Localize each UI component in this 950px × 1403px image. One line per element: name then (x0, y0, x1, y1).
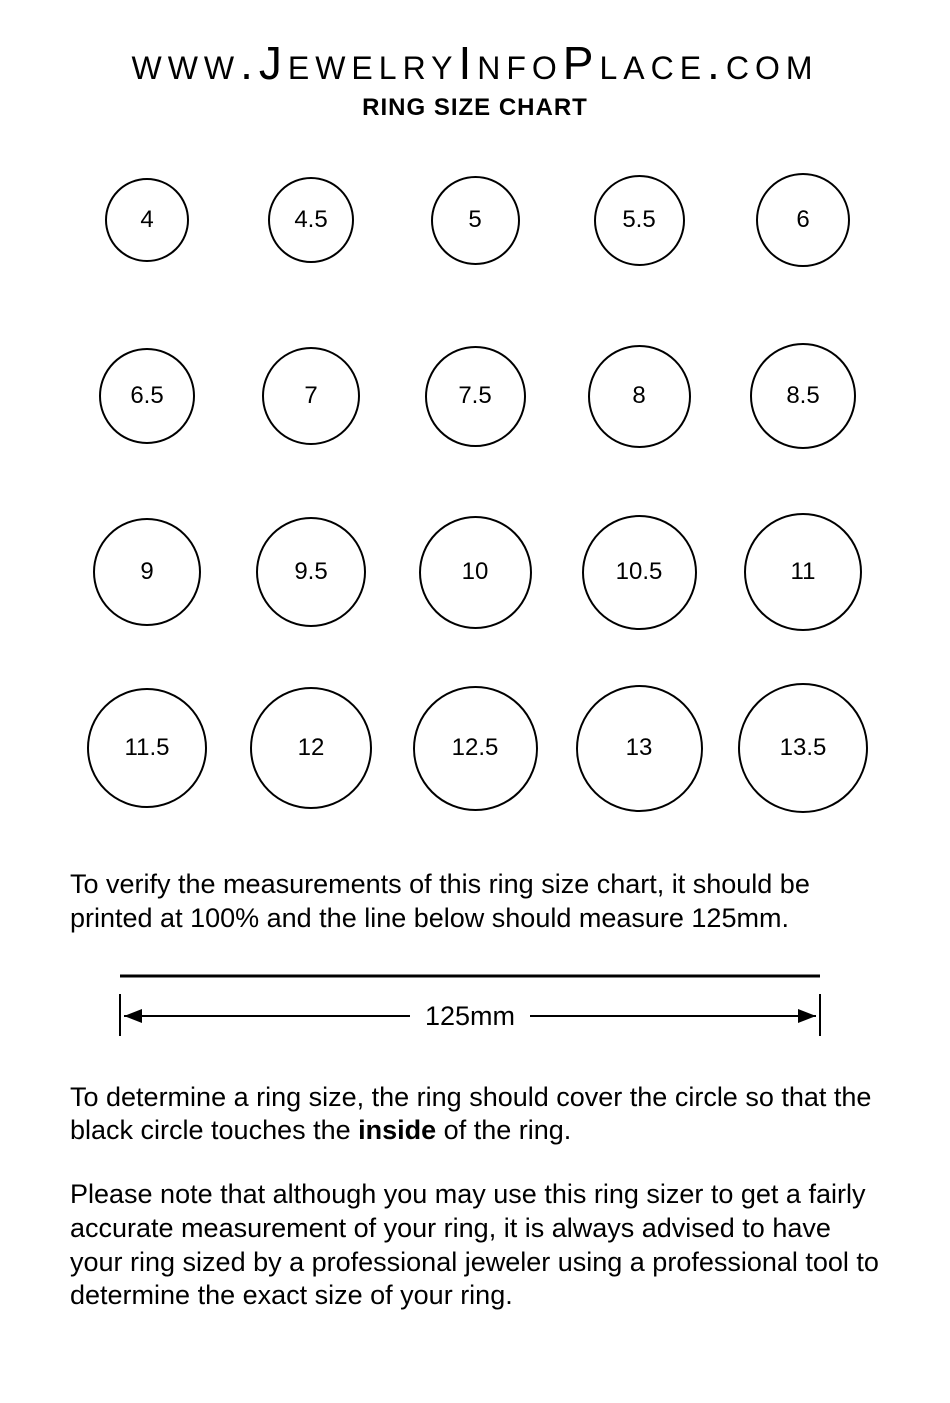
ring-cell: 10 (405, 502, 545, 642)
ring-cell: 11 (733, 502, 873, 642)
ring-cell: 8 (569, 326, 709, 466)
ring-circle: 4.5 (268, 177, 354, 263)
ring-size-label: 4.5 (294, 206, 327, 234)
ring-size-grid: 4 4.5 5 5.5 6 6.5 7 7.5 8 8.5 9 9.5 10 10.5 11 11.5 12 12… (70, 150, 880, 818)
note-text: Please note that although you may use th… (70, 1178, 880, 1313)
ring-circle: 5 (431, 176, 520, 265)
ring-size-label: 8.5 (786, 382, 819, 410)
ring-size-label: 6.5 (130, 382, 163, 410)
ring-size-label: 13 (626, 734, 653, 762)
ring-circle: 9.5 (256, 517, 366, 627)
ring-circle: 4 (105, 178, 189, 262)
page: www.JewelryInfoPlace.com RING SIZE CHART… (0, 0, 950, 1403)
ring-cell: 4.5 (241, 150, 381, 290)
ring-cell: 9.5 (241, 502, 381, 642)
determine-post: of the ring. (436, 1115, 571, 1145)
ring-size-label: 9.5 (294, 558, 327, 586)
ring-cell: 9 (77, 502, 217, 642)
chart-title: RING SIZE CHART (60, 94, 890, 122)
ring-circle: 7.5 (425, 346, 526, 447)
ring-circle: 11 (744, 513, 862, 631)
ring-circle: 13 (576, 685, 703, 812)
ring-circle: 12 (250, 687, 372, 809)
ring-size-label: 5 (468, 206, 481, 234)
ruler-label: 125mm (425, 1001, 515, 1031)
ring-circle: 10 (419, 516, 532, 629)
ring-size-label: 12.5 (452, 734, 499, 762)
ring-cell: 6.5 (77, 326, 217, 466)
ruler-svg: 125mm (100, 966, 840, 1046)
determine-bold: inside (358, 1115, 436, 1145)
ring-cell: 5.5 (569, 150, 709, 290)
verify-text: To verify the measurements of this ring … (70, 868, 880, 936)
ring-size-label: 6 (796, 206, 809, 234)
ring-circle: 5.5 (594, 175, 685, 266)
ring-cell: 13.5 (733, 678, 873, 818)
ring-size-label: 9 (140, 558, 153, 586)
ring-size-label: 7 (304, 382, 317, 410)
calibration-ruler: 125mm (100, 966, 850, 1051)
ring-size-label: 12 (298, 734, 325, 762)
ring-cell: 4 (77, 150, 217, 290)
ring-cell: 10.5 (569, 502, 709, 642)
ring-circle: 13.5 (738, 683, 868, 813)
determine-text: To determine a ring size, the ring shoul… (70, 1081, 880, 1149)
ring-size-label: 7.5 (458, 382, 491, 410)
ring-size-label: 11.5 (125, 734, 170, 762)
ring-size-label: 10 (462, 558, 489, 586)
ring-circle: 6.5 (99, 348, 195, 444)
ring-cell: 8.5 (733, 326, 873, 466)
ring-size-label: 4 (140, 206, 153, 234)
ring-size-label: 11 (791, 558, 816, 586)
ring-cell: 7.5 (405, 326, 545, 466)
ring-circle: 9 (93, 518, 201, 626)
ring-circle: 8 (588, 345, 691, 448)
ring-circle: 10.5 (582, 515, 697, 630)
ring-size-label: 8 (632, 382, 645, 410)
site-title: www.JewelryInfoPlace.com (60, 36, 890, 90)
ring-cell: 5 (405, 150, 545, 290)
ring-cell: 12 (241, 678, 381, 818)
ring-size-label: 13.5 (780, 734, 827, 762)
ring-cell: 11.5 (77, 678, 217, 818)
ring-size-label: 5.5 (622, 206, 655, 234)
ring-circle: 6 (756, 173, 850, 267)
ring-cell: 13 (569, 678, 709, 818)
ring-circle: 7 (262, 347, 360, 445)
ring-circle: 12.5 (413, 686, 538, 811)
ring-circle: 11.5 (87, 688, 207, 808)
ring-circle: 8.5 (750, 343, 856, 449)
ring-size-label: 10.5 (616, 558, 663, 586)
ring-cell: 6 (733, 150, 873, 290)
ring-cell: 12.5 (405, 678, 545, 818)
ring-cell: 7 (241, 326, 381, 466)
